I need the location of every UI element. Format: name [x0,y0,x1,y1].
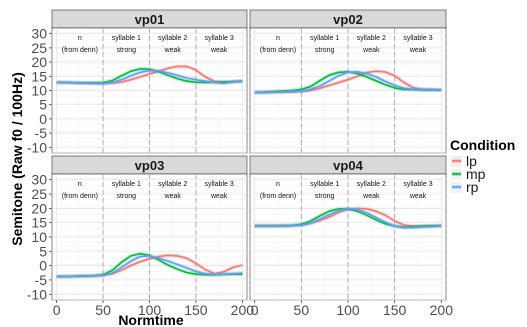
segment-sublabel: strong [315,47,335,54]
x-axis-label: Normtime [118,312,184,327]
segment-label: syllable 2 [357,181,386,188]
segment-label: n [78,35,82,42]
y-tick-label: 30 [31,26,47,42]
segment-label: syllable 1 [310,181,339,188]
y-tick-label: 5 [39,243,47,259]
y-tick-label: 0 [39,258,47,274]
panel-vp04: vp04 n (from denn) syllable 1 strong syllable… [249,155,447,301]
facet-title: vp03 [135,158,165,173]
y-tick-label: 15 [31,215,47,231]
y-tick-label: 5 [39,97,47,113]
segment-sublabel: strong [117,193,137,200]
segment-sublabel: weak [409,47,427,54]
segment-sublabel: (from denn) [62,193,98,200]
segment-sublabel: weak [362,47,380,54]
y-tick-label: -10 [27,139,47,155]
x-tick-label: 200 [430,302,454,318]
segment-sublabel: weak [210,47,228,54]
facet-title: vp01 [135,12,165,27]
x-tick-label: 0 [251,302,259,318]
x-tick-label: 50 [294,302,310,318]
y-tick-label: 30 [31,172,47,188]
segment-label: syllable 2 [158,35,187,42]
segment-label: syllable 1 [112,35,141,42]
series-line-rp [56,255,243,278]
segment-sublabel: weak [164,193,182,200]
segment-label: syllable 3 [205,35,234,42]
panel-vp03: vp03 n (from denn) syllable 1 strong syllable… [51,155,248,301]
y-tick-label: -5 [35,272,48,288]
segment-sublabel: weak [210,193,228,200]
segment-sublabel: strong [315,193,335,200]
segment-label: syllable 2 [158,181,187,188]
y-tick-label: 25 [31,40,47,56]
x-tick-label: 150 [184,302,208,318]
panel-vp01: vp01 n (from denn) syllable 1 strong syllable… [51,9,248,154]
segment-label: syllable 2 [357,35,386,42]
segment-sublabel: strong [117,47,137,54]
segment-label: n [78,181,82,188]
x-tick-label: 0 [53,302,61,318]
segment-label: n [276,181,280,188]
series-line-rp [254,71,442,94]
segment-label: syllable 3 [403,181,432,188]
series-line-rp [254,207,442,229]
segment-label: syllable 1 [112,181,141,188]
segment-label: syllable 3 [205,181,234,188]
segment-sublabel: weak [409,193,427,200]
y-tick-label: -5 [35,125,48,141]
x-tick-label: 150 [383,302,407,318]
segment-sublabel: weak [164,47,182,54]
y-tick-label: 20 [31,54,47,70]
legend-label-lp: lp [466,153,477,169]
y-tick-label: 20 [31,200,47,216]
y-axis-label: Semitone (Raw f0 / 100Hz) [9,72,25,246]
y-tick-label: 0 [39,111,47,127]
facet-title: vp04 [333,158,363,173]
facet-panels: vp01 n (from denn) syllable 1 strong syllable… [51,9,447,301]
segment-sublabel: (from denn) [260,193,296,200]
x-tick-label: 100 [138,302,162,318]
y-tick-label: 15 [31,68,47,84]
x-tick-label: 200 [231,302,255,318]
segment-label: n [276,35,280,42]
segment-sublabel: (from denn) [260,47,296,54]
segment-sublabel: (from denn) [62,47,98,54]
series-line-rp [56,69,243,85]
legend-label-mp: mp [466,166,486,182]
y-tick-label: 10 [31,229,47,245]
x-tick-label: 50 [95,302,111,318]
segment-label: syllable 1 [310,35,339,42]
y-tick-label: 10 [31,83,47,99]
y-tick-label: -10 [27,286,47,302]
facet-title: vp02 [333,12,363,27]
x-tick-label: 100 [336,302,360,318]
legend-label-rp: rp [466,179,479,195]
segment-label: syllable 3 [403,35,432,42]
segment-sublabel: weak [362,193,380,200]
y-tick-label: 25 [31,186,47,202]
panel-vp02: vp02 n (from denn) syllable 1 strong syllable… [249,9,447,154]
legend-title: Condition [450,137,515,153]
